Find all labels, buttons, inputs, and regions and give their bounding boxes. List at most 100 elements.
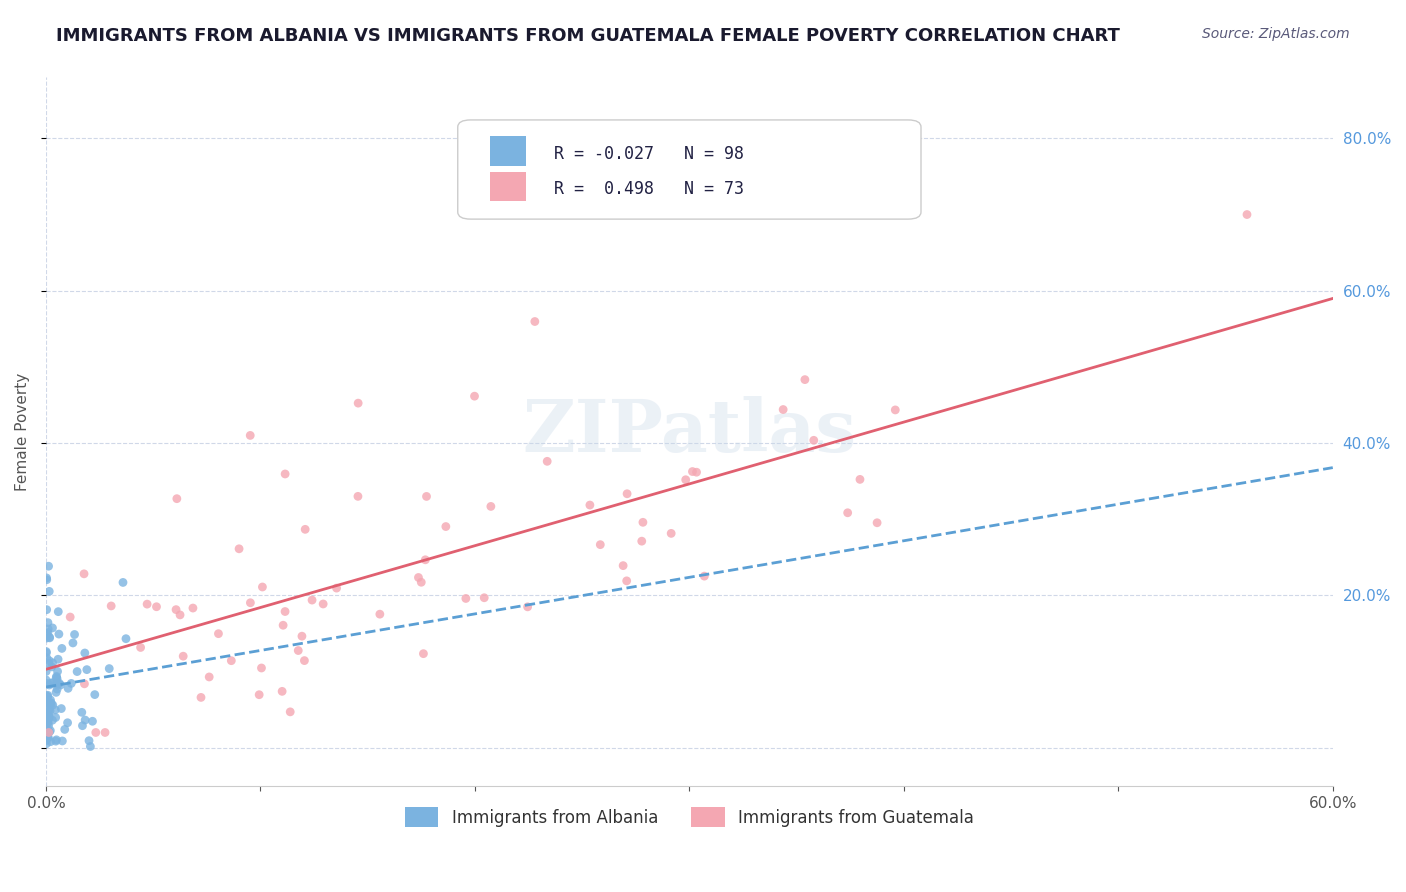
Point [35, 665, 58, 679]
Point [198, 670, 221, 684]
Point [45, 669, 67, 683]
Point [35, 571, 58, 585]
Point [631, 516, 654, 530]
Point [51, 734, 73, 748]
Point [35, 712, 58, 726]
Point [41, 656, 63, 670]
Point [37, 690, 59, 704]
Point [73, 646, 96, 660]
Point [98, 662, 121, 676]
Point [347, 396, 370, 410]
Point [415, 490, 437, 504]
Point [616, 574, 638, 588]
Point [190, 690, 212, 705]
Point [693, 569, 716, 583]
Point [35, 631, 58, 645]
Point [38, 712, 60, 726]
Point [35, 733, 58, 747]
Point [44, 703, 66, 717]
Point [46, 605, 69, 619]
Point [35, 573, 58, 587]
Point [35, 714, 58, 729]
Point [76, 663, 98, 677]
Point [111, 575, 134, 590]
Point [38, 630, 60, 644]
Point [56, 715, 79, 730]
Point [239, 596, 262, 610]
Point [463, 389, 485, 403]
Point [35, 710, 58, 724]
Point [207, 626, 229, 640]
FancyBboxPatch shape [489, 136, 526, 166]
Point [35, 627, 58, 641]
Point [411, 575, 433, 590]
Point [35, 689, 58, 703]
Point [46, 665, 69, 679]
Point [579, 498, 602, 512]
Point [45, 677, 67, 691]
Point [38, 654, 60, 668]
Point [56, 681, 79, 696]
Point [129, 640, 152, 655]
Point [35, 718, 58, 732]
Point [136, 597, 159, 611]
Point [60, 676, 83, 690]
Point [412, 647, 434, 661]
Point [37, 625, 59, 640]
Point [172, 649, 194, 664]
Point [630, 534, 652, 549]
Point [41, 660, 63, 674]
Point [793, 373, 815, 387]
Point [84, 725, 107, 739]
Point [37, 695, 59, 709]
Point [271, 684, 294, 698]
Point [866, 516, 889, 530]
Point [38, 696, 60, 710]
Point [41, 676, 63, 690]
Point [368, 607, 391, 622]
Point [35, 702, 58, 716]
Point [100, 599, 122, 613]
Point [38, 584, 60, 599]
Point [48, 676, 70, 690]
Point [35, 644, 58, 658]
Point [884, 403, 907, 417]
Point [38, 696, 60, 710]
Point [347, 489, 370, 503]
Point [479, 500, 502, 514]
Point [83, 688, 105, 702]
Point [37, 707, 59, 722]
Point [472, 591, 495, 605]
Point [252, 580, 274, 594]
Point [72, 719, 94, 733]
Point [247, 688, 270, 702]
Point [51, 701, 73, 715]
Point [837, 506, 859, 520]
Point [53, 723, 76, 737]
Point [294, 654, 316, 668]
Point [62, 636, 84, 650]
Point [291, 629, 314, 643]
Point [38, 559, 60, 574]
Point [37, 688, 59, 702]
Point [38, 718, 60, 732]
Point [35, 646, 58, 660]
Text: IMMIGRANTS FROM ALBANIA VS IMMIGRANTS FROM GUATEMALA FEMALE POVERTY CORRELATION : IMMIGRANTS FROM ALBANIA VS IMMIGRANTS FR… [56, 27, 1121, 45]
Point [46, 652, 69, 666]
Point [49, 678, 72, 692]
Point [294, 522, 316, 536]
Point [849, 472, 872, 486]
Point [45, 710, 67, 724]
Point [73, 566, 96, 581]
Point [73, 677, 96, 691]
Point [41, 621, 63, 635]
Point [803, 434, 825, 448]
Point [523, 314, 546, 328]
Text: R =  0.498   N = 73: R = 0.498 N = 73 [554, 180, 744, 198]
Point [169, 607, 191, 622]
Point [38, 725, 60, 739]
Point [274, 467, 297, 481]
Point [45, 685, 67, 699]
Point [1236, 208, 1258, 222]
Point [46, 681, 69, 696]
